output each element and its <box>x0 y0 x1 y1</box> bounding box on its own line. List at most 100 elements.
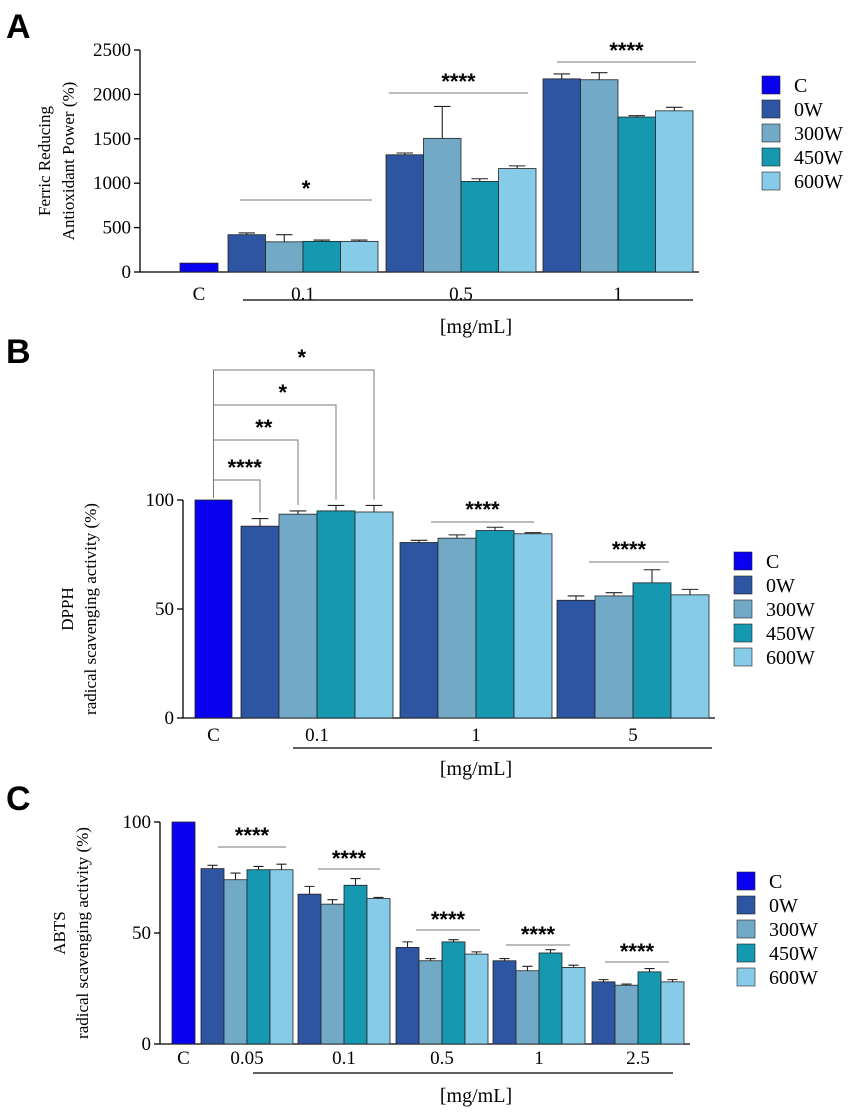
error-bar <box>605 592 623 596</box>
x-tick-label: 2.5 <box>626 1048 650 1069</box>
significance-stars: **** <box>431 907 466 932</box>
error-bar <box>253 865 264 870</box>
y-tick-label: 500 <box>103 218 132 239</box>
x-tick-label: 0.5 <box>430 1048 454 1069</box>
bar-a-0w <box>227 234 266 273</box>
panel-a: A 0 500 1000 1500 2000 2500 Ferric Reducing Anti… <box>6 8 843 338</box>
legend-swatch <box>736 919 756 939</box>
y-tick-label: 0 <box>165 708 175 729</box>
x-tick-label: C <box>207 725 220 746</box>
x-tick-label: 5 <box>628 725 638 746</box>
bar-c-0w <box>591 981 616 1045</box>
legend-swatch <box>733 623 753 643</box>
error-bar <box>522 965 533 971</box>
bar-c-450w <box>246 869 271 1045</box>
legend-label: 450W <box>766 623 815 645</box>
y-axis-label: DPPH <box>58 587 77 630</box>
bar-c-600w <box>464 953 489 1045</box>
bar-c-0w <box>492 960 517 1045</box>
comparison-stars: ** <box>255 415 273 440</box>
bar-a-600w <box>498 168 537 273</box>
bar-c-450w <box>441 941 466 1045</box>
bar-b-0w <box>399 542 439 719</box>
error-bar <box>567 595 585 601</box>
legend-label: 600W <box>794 171 843 193</box>
error-bar <box>499 957 510 961</box>
x-tick-label: C <box>177 1048 190 1069</box>
bar-b-300w <box>594 595 634 719</box>
legend-label: 300W <box>766 599 815 621</box>
error-bar <box>207 864 218 869</box>
bar-c-300w <box>320 903 345 1045</box>
bar-c-c <box>171 821 196 1045</box>
bar-a-600w <box>655 110 694 273</box>
error-bar <box>666 106 683 111</box>
bar-a-300w <box>265 241 304 273</box>
legend-label: 0W <box>794 99 823 121</box>
y-tick-label: 1500 <box>93 129 131 150</box>
legend-label: 0W <box>766 575 795 597</box>
legend-swatch <box>761 171 781 191</box>
significance-stars: **** <box>465 497 500 522</box>
bar-a-c <box>179 262 219 273</box>
bar-b-0w <box>240 525 280 719</box>
bar-c-450w <box>343 884 368 1045</box>
bar-c-300w <box>515 970 540 1045</box>
error-bar <box>643 569 661 583</box>
error-bar <box>628 115 645 118</box>
bar-b-300w <box>437 537 477 719</box>
bar-c-300w <box>418 960 443 1045</box>
bar-b-0w <box>556 599 596 719</box>
error-bar <box>289 510 307 515</box>
legend-label: 300W <box>769 919 818 941</box>
bar-c-450w <box>637 971 662 1045</box>
legend-label: C <box>769 871 782 893</box>
y-tick-label: 2000 <box>93 84 131 105</box>
error-bar <box>373 896 384 899</box>
y-tick-label: 2500 <box>93 40 131 61</box>
comparison-bracket <box>213 369 375 500</box>
legend-label: 300W <box>794 123 843 145</box>
bar-a-450w <box>302 240 341 273</box>
error-bar <box>509 165 526 169</box>
error-bar <box>448 939 459 942</box>
bar-a-300w <box>423 137 462 273</box>
bar-c-0w <box>200 868 225 1045</box>
bar-c-600w <box>660 981 685 1045</box>
error-bar <box>681 588 699 595</box>
panel-letter: C <box>6 780 31 818</box>
bar-c-300w <box>614 984 639 1045</box>
bar-c-600w <box>561 967 586 1045</box>
legend-swatch <box>733 575 753 595</box>
error-bar <box>276 234 293 242</box>
bar-c-600w <box>269 869 294 1045</box>
error-bar <box>667 979 678 982</box>
legend-swatch <box>761 99 781 119</box>
x-tick-label: 0.1 <box>291 284 315 305</box>
x-axis-label: [mg/mL] <box>440 316 512 338</box>
x-tick-label: 0.5 <box>449 284 473 305</box>
x-axis-label: [mg/mL] <box>440 758 512 780</box>
y-axis-label: radical scavenging activity (%) <box>81 503 100 715</box>
error-bar <box>486 526 504 531</box>
legend-swatch <box>761 147 781 167</box>
bar-b-450w <box>632 582 672 719</box>
comparison-bracket <box>213 404 337 500</box>
error-bar <box>276 863 287 870</box>
error-bar <box>304 885 315 895</box>
bar-a-300w <box>580 79 619 273</box>
comparison-stars: * <box>297 345 306 370</box>
y-tick-label: 100 <box>146 490 175 511</box>
bar-a-0w <box>385 154 424 273</box>
legend-swatch <box>761 75 781 95</box>
y-tick-label: 0 <box>142 1034 152 1055</box>
panel-c: C 0 50 100 ABTS radical scavenging activity (… <box>6 780 818 1107</box>
legend-label: 0W <box>769 895 798 917</box>
y-tick-label: 50 <box>132 923 151 944</box>
error-bar <box>402 941 413 948</box>
bar-b-600w <box>513 533 553 719</box>
significance-stars: **** <box>612 537 647 562</box>
legend-label: 600W <box>769 967 818 989</box>
legend-swatch <box>733 647 753 667</box>
